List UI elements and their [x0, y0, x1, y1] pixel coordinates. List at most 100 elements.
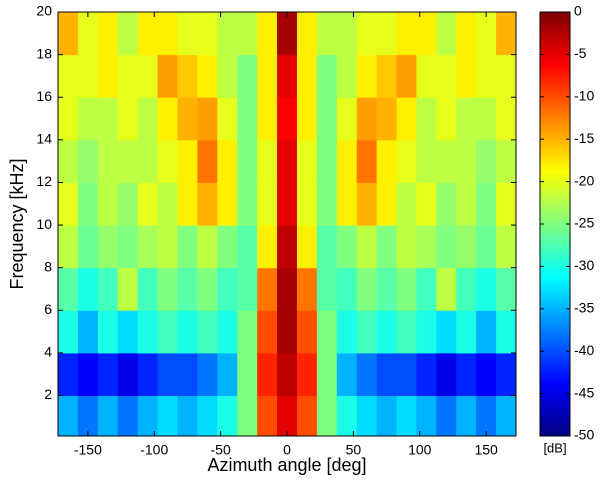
colorbar: [539, 11, 571, 437]
heat-cell: [376, 97, 398, 141]
heat-cell: [77, 139, 99, 183]
heat-cell: [336, 139, 358, 183]
heat-cell: [58, 352, 79, 397]
heat-cell: [157, 97, 178, 141]
heat-cell: [237, 97, 258, 141]
colorbar-tick-label: -5: [574, 45, 587, 61]
heat-cell: [177, 310, 198, 354]
heat-cell: [197, 310, 218, 354]
heat-cell: [316, 310, 338, 354]
heat-cell: [58, 54, 79, 98]
y-tick-label: 6: [44, 301, 52, 317]
heat-cell: [356, 12, 378, 56]
heat-cell: [396, 310, 417, 354]
heat-cell: [77, 310, 99, 354]
heat-cell: [58, 310, 79, 354]
x-tick-label: 50: [346, 442, 362, 458]
heat-cell: [137, 97, 159, 141]
heat-cell: [376, 395, 398, 437]
heat-cell: [97, 352, 119, 397]
x-axis-label: Azimuth angle [deg]: [207, 455, 366, 475]
heat-cell: [217, 182, 238, 226]
heat-cell: [396, 182, 417, 226]
heat-cell: [58, 97, 79, 141]
heat-cell: [476, 267, 497, 311]
x-tick-label: 100: [408, 442, 432, 458]
heat-cell: [496, 97, 517, 141]
heat-cell: [456, 182, 477, 226]
heat-cell: [456, 139, 477, 183]
heat-cell: [157, 395, 178, 437]
heat-cell: [456, 225, 477, 269]
heat-cell: [376, 310, 398, 354]
heat-cell: [58, 225, 79, 269]
heat-cell: [456, 352, 477, 397]
y-tick-label: 10: [36, 216, 52, 232]
heat-cell: [157, 225, 178, 269]
heat-cell: [316, 352, 338, 397]
heat-cell: [356, 225, 378, 269]
heat-cell: [177, 54, 198, 98]
heat-cell: [476, 12, 497, 56]
heat-cell: [77, 352, 99, 397]
heat-cell: [496, 182, 517, 226]
y-tick-label: 12: [36, 173, 52, 189]
heat-cell: [197, 139, 218, 183]
heat-cell: [97, 12, 119, 56]
heat-cell: [496, 395, 517, 437]
heat-cell: [58, 182, 79, 226]
heat-cell: [217, 12, 238, 56]
heat-cell: [137, 182, 159, 226]
heat-cell: [356, 139, 378, 183]
heat-cell: [217, 395, 238, 437]
heat-cell: [217, 352, 238, 397]
heat-cell: [197, 395, 218, 437]
heat-cell: [277, 182, 298, 226]
heat-cell: [336, 310, 358, 354]
heat-cell: [416, 352, 437, 397]
heat-cell: [476, 310, 497, 354]
heat-cell: [436, 97, 457, 141]
heat-cell: [137, 139, 159, 183]
colorbar-tick-label: -15: [574, 130, 594, 146]
heat-cell: [237, 267, 258, 311]
heat-cell: [257, 12, 278, 56]
heat-cell: [77, 54, 99, 98]
heat-cell: [277, 267, 298, 311]
heat-cell: [237, 395, 258, 437]
heat-cell: [456, 97, 477, 141]
heat-cell: [336, 267, 358, 311]
heat-cell: [436, 395, 457, 437]
heat-cell: [396, 395, 417, 437]
heat-cell: [436, 267, 457, 311]
heat-cell: [296, 225, 318, 269]
heat-cell: [217, 54, 238, 98]
heat-cell: [77, 182, 99, 226]
heat-cell: [296, 12, 318, 56]
x-tick-label: 150: [474, 442, 498, 458]
heat-cell: [376, 225, 398, 269]
colorbar-tick-label: -25: [574, 215, 594, 231]
heat-cell: [336, 12, 358, 56]
heat-cell: [396, 267, 417, 311]
heat-cell: [296, 97, 318, 141]
heat-cell: [77, 12, 99, 56]
heat-cell: [277, 97, 298, 141]
heat-cell: [336, 395, 358, 437]
heat-cell: [97, 310, 119, 354]
heat-cell: [416, 182, 437, 226]
y-tick-label: 14: [36, 131, 52, 147]
heat-cell: [137, 54, 159, 98]
heat-cell: [117, 267, 139, 311]
heat-cell: [257, 352, 278, 397]
colorbar-tick-label: 0: [574, 3, 582, 19]
heat-cell: [316, 139, 338, 183]
heat-cell: [456, 54, 477, 98]
heat-cell: [496, 310, 517, 354]
x-tick-label: 0: [283, 442, 291, 458]
heat-cell: [336, 54, 358, 98]
heat-cell: [97, 139, 119, 183]
heat-cell: [476, 54, 497, 98]
heat-cell: [336, 97, 358, 141]
